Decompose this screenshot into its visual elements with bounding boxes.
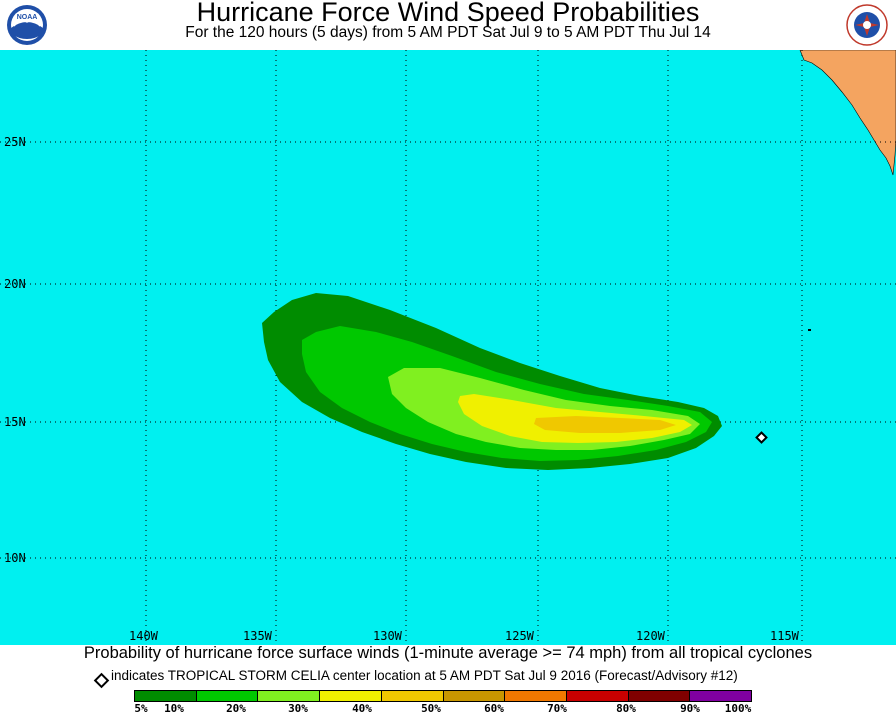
legend-label-100: 100% xyxy=(724,702,752,715)
legend-label-60: 60% xyxy=(484,702,504,715)
legend-label-90: 90% xyxy=(680,702,700,715)
graticule xyxy=(0,50,896,645)
probability-area-40pct xyxy=(534,416,676,433)
legend-swatch-40-50 xyxy=(381,691,444,701)
small-island-marker xyxy=(808,329,811,331)
lon-label-115w: 115W xyxy=(770,629,800,643)
lon-label-135w: 135W xyxy=(243,629,273,643)
legend-label-70: 70% xyxy=(547,702,567,715)
legend-label-20: 20% xyxy=(226,702,246,715)
page-subtitle: For the 120 hours (5 days) from 5 AM PDT… xyxy=(185,24,711,41)
lon-label-120w: 120W xyxy=(636,629,666,643)
lat-label-10n: 10N xyxy=(4,551,26,565)
legend-label-50: 50% xyxy=(421,702,441,715)
storm-key-text: indicates TROPICAL STORM CELIA center lo… xyxy=(111,668,738,683)
legend-swatch-90-100 xyxy=(690,691,752,701)
svg-text:NOAA: NOAA xyxy=(17,14,38,21)
lat-label-25n: 25N xyxy=(4,135,26,149)
lon-label-125w: 125W xyxy=(505,629,535,643)
nws-logo xyxy=(846,4,888,46)
noaa-logo: NOAA xyxy=(7,5,47,45)
legend-label-5: 5% xyxy=(134,702,148,715)
legend-swatch-70-80 xyxy=(566,691,629,701)
probability-map: 25N 20N 15N 10N 140W 135W 130W 125W 120W… xyxy=(0,50,896,645)
land-baja-california xyxy=(799,50,896,176)
lat-labels: 25N 20N 15N 10N xyxy=(4,135,26,565)
probability-legend xyxy=(134,690,752,702)
legend-label-80: 80% xyxy=(616,702,636,715)
header: Hurricane Force Wind Speed Probabilities… xyxy=(0,0,896,50)
legend-label-40: 40% xyxy=(352,702,372,715)
map-description: Probability of hurricane force surface w… xyxy=(83,644,813,662)
legend-label-10: 10% xyxy=(164,702,184,715)
legend-swatch-50-60 xyxy=(443,691,506,701)
lon-labels: 140W 135W 130W 125W 120W 115W xyxy=(129,629,800,643)
legend-label-30: 30% xyxy=(288,702,308,715)
diamond-icon xyxy=(93,672,110,689)
lon-label-140w: 140W xyxy=(129,629,159,643)
legend-swatch-20-30 xyxy=(258,691,321,701)
storm-center-diamond-icon[interactable] xyxy=(755,431,768,444)
legend-swatch-60-70 xyxy=(505,691,567,701)
legend-labels: 5% 10% 20% 30% 40% 50% 60% 70% 80% 90% 1… xyxy=(0,703,896,717)
lat-label-20n: 20N xyxy=(4,277,26,291)
legend-swatch-10-20 xyxy=(196,691,259,701)
legend-swatch-30-40 xyxy=(320,691,382,701)
legend-swatch-5-10 xyxy=(135,691,197,701)
legend-swatch-80-90 xyxy=(628,691,691,701)
page-title: Hurricane Force Wind Speed Probabilities xyxy=(196,0,700,27)
lat-label-15n: 15N xyxy=(4,415,26,429)
lon-label-130w: 130W xyxy=(373,629,403,643)
